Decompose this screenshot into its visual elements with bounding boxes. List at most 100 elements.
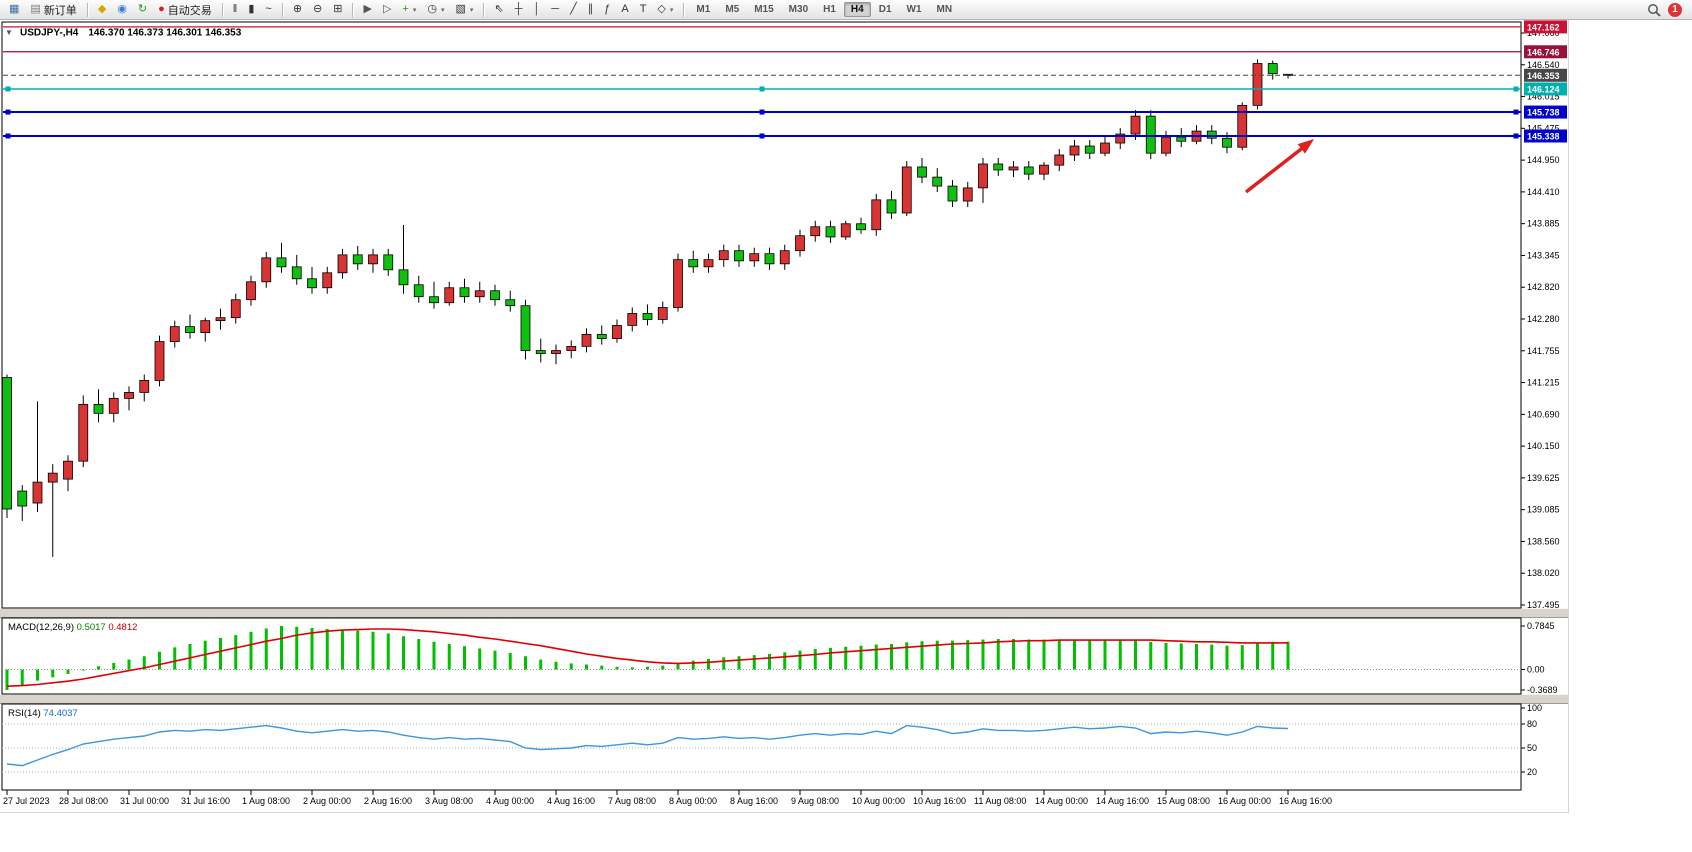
candle-body	[307, 278, 317, 289]
cursor-button[interactable]: ⇖	[489, 0, 508, 19]
crosshair-button[interactable]: ┼	[510, 0, 528, 19]
auto-scroll-button[interactable]: ▶	[358, 0, 376, 19]
candle-body	[78, 403, 89, 462]
rsi-label: RSI(14) 74.4037	[8, 708, 78, 719]
panel-divider[interactable]	[0, 608, 1568, 618]
timeframe-w1-button[interactable]: W1	[906, 4, 922, 15]
horizontal-line-button[interactable]: ─	[546, 0, 564, 19]
candle-body	[2, 377, 12, 510]
candle-body	[230, 299, 241, 319]
candle-body	[200, 320, 211, 334]
svg-text:100: 100	[1527, 703, 1542, 713]
svg-text:146.540: 146.540	[1527, 60, 1560, 70]
fibonacci-icon: ƒ	[604, 3, 611, 15]
autotrading-button[interactable]: ● 自动交易	[153, 0, 217, 19]
rsi-line	[6, 724, 1289, 767]
chart-svg[interactable]: 147.060146.540146.015145.475144.950144.4…	[0, 20, 1568, 812]
candle-body	[139, 380, 150, 393]
macd-label: MACD(12,26,9) 0.5017 0.4812	[8, 622, 137, 633]
timeframe-m5-button[interactable]: M5	[725, 4, 740, 15]
svg-text:144.950: 144.950	[1527, 155, 1560, 165]
line-handle[interactable]	[759, 133, 765, 139]
community-button[interactable]: ◉	[112, 0, 132, 19]
trendline-icon: ╱	[570, 3, 577, 15]
label-button[interactable]: T	[635, 0, 652, 19]
line-handle[interactable]	[5, 133, 11, 139]
candle-body	[673, 259, 683, 308]
zoom-in-button[interactable]: ⊕	[288, 0, 307, 19]
line-chart-button[interactable]: ~	[260, 0, 276, 19]
trendline-button[interactable]: ╱	[565, 0, 582, 19]
bar-chart-button[interactable]: ‖	[228, 0, 243, 19]
notification-badge[interactable]: 1	[1668, 2, 1682, 17]
svg-text:1 Aug 08:00: 1 Aug 08:00	[242, 796, 290, 806]
line-handle[interactable]	[5, 86, 11, 92]
panel-divider[interactable]	[0, 694, 1568, 704]
candle-body	[1084, 145, 1095, 154]
candle-body	[901, 166, 912, 214]
level-lines[interactable]: 147.162 146.746 146.353 146.124 145.738 145.3…	[3, 20, 1567, 143]
text-button[interactable]: A	[616, 0, 633, 19]
fibonacci-button[interactable]: ƒ	[599, 0, 615, 19]
svg-text:144.410: 144.410	[1527, 187, 1560, 197]
timeframe-h4-button[interactable]: H4	[843, 2, 871, 17]
timeframe-h1-button[interactable]: H1	[823, 4, 836, 15]
candle-body	[32, 481, 43, 504]
templates-icon: ▧	[455, 3, 466, 15]
candle-body	[1054, 154, 1065, 166]
price-scale[interactable]: 147.060146.540146.015145.475144.950144.4…	[1521, 28, 1560, 610]
candle-body	[1100, 142, 1110, 154]
rsi-plot-area[interactable]	[1, 703, 1522, 791]
timeframe-m15-button[interactable]: M15	[754, 4, 774, 15]
chart-shift-button[interactable]: ▷	[378, 0, 396, 19]
svg-text:15 Aug 08:00: 15 Aug 08:00	[1157, 796, 1210, 806]
line-handle[interactable]	[759, 86, 765, 92]
annotation-arrow[interactable]	[1244, 139, 1314, 194]
candle-body	[1145, 115, 1156, 154]
line-handle[interactable]	[5, 109, 11, 115]
time-scale[interactable]: 27 Jul 2023 28 Jul 08:00 31 Jul 00:00 31 Ju…	[3, 790, 1332, 806]
indicators-button[interactable]: + ▾	[397, 0, 421, 19]
timeframe-m30-button[interactable]: M30	[788, 4, 809, 15]
search-icon[interactable]	[1647, 3, 1661, 17]
timeframe-mn-button[interactable]: MN	[936, 4, 953, 15]
timeframe-d1-button[interactable]: D1	[878, 4, 892, 15]
macd-plot-area[interactable]	[1, 617, 1522, 695]
new-order-icon: ▤	[30, 3, 41, 15]
shapes-button[interactable]: ◇ ▾	[652, 0, 678, 19]
candlestick-chart-button[interactable]: ▮	[243, 0, 259, 19]
channel-button[interactable]: ∥	[583, 0, 599, 19]
line-handle[interactable]	[1513, 86, 1519, 92]
svg-text:50: 50	[1527, 743, 1537, 753]
candle-body	[413, 284, 424, 298]
line-handle[interactable]	[1513, 133, 1519, 139]
periods-button[interactable]: ◷ ▾	[422, 0, 449, 19]
new-order-button[interactable]: ▤ 新订单	[25, 0, 81, 19]
vertical-line-button[interactable]: │	[528, 0, 545, 19]
candle-body	[840, 223, 851, 238]
timeframe-m1-button[interactable]: M1	[696, 4, 711, 15]
new-chart-button[interactable]: ▦	[4, 0, 24, 19]
candle-body	[215, 317, 226, 322]
zoom-out-button[interactable]: ⊖	[308, 0, 327, 19]
refresh-button[interactable]: ↻	[133, 0, 152, 19]
candle-body	[779, 250, 790, 265]
rsi-panel: 100 80 50 20 RSI(14) 74.4037	[2, 703, 1542, 777]
candle-body	[47, 472, 58, 483]
autotrading-icon: ●	[158, 3, 165, 15]
chart-shift-icon: ▷	[382, 3, 392, 15]
main-plot-area[interactable]	[1, 21, 1522, 609]
candle-body	[1023, 166, 1034, 175]
svg-text:8 Aug 16:00: 8 Aug 16:00	[730, 796, 778, 806]
tile-windows-icon: ⊞	[333, 3, 343, 15]
templates-button[interactable]: ▧ ▾	[450, 0, 478, 19]
line-handle[interactable]	[1513, 109, 1519, 115]
periods-icon: ◷	[427, 3, 437, 15]
svg-text:2 Aug 16:00: 2 Aug 16:00	[364, 796, 412, 806]
candle-body	[596, 333, 607, 339]
svg-text:11 Aug 08:00: 11 Aug 08:00	[974, 796, 1026, 806]
tile-windows-button[interactable]: ⊞	[328, 0, 347, 19]
line-handle[interactable]	[759, 109, 765, 115]
metaeditor-button[interactable]: ◆	[93, 0, 111, 19]
candle-body	[1206, 130, 1217, 139]
